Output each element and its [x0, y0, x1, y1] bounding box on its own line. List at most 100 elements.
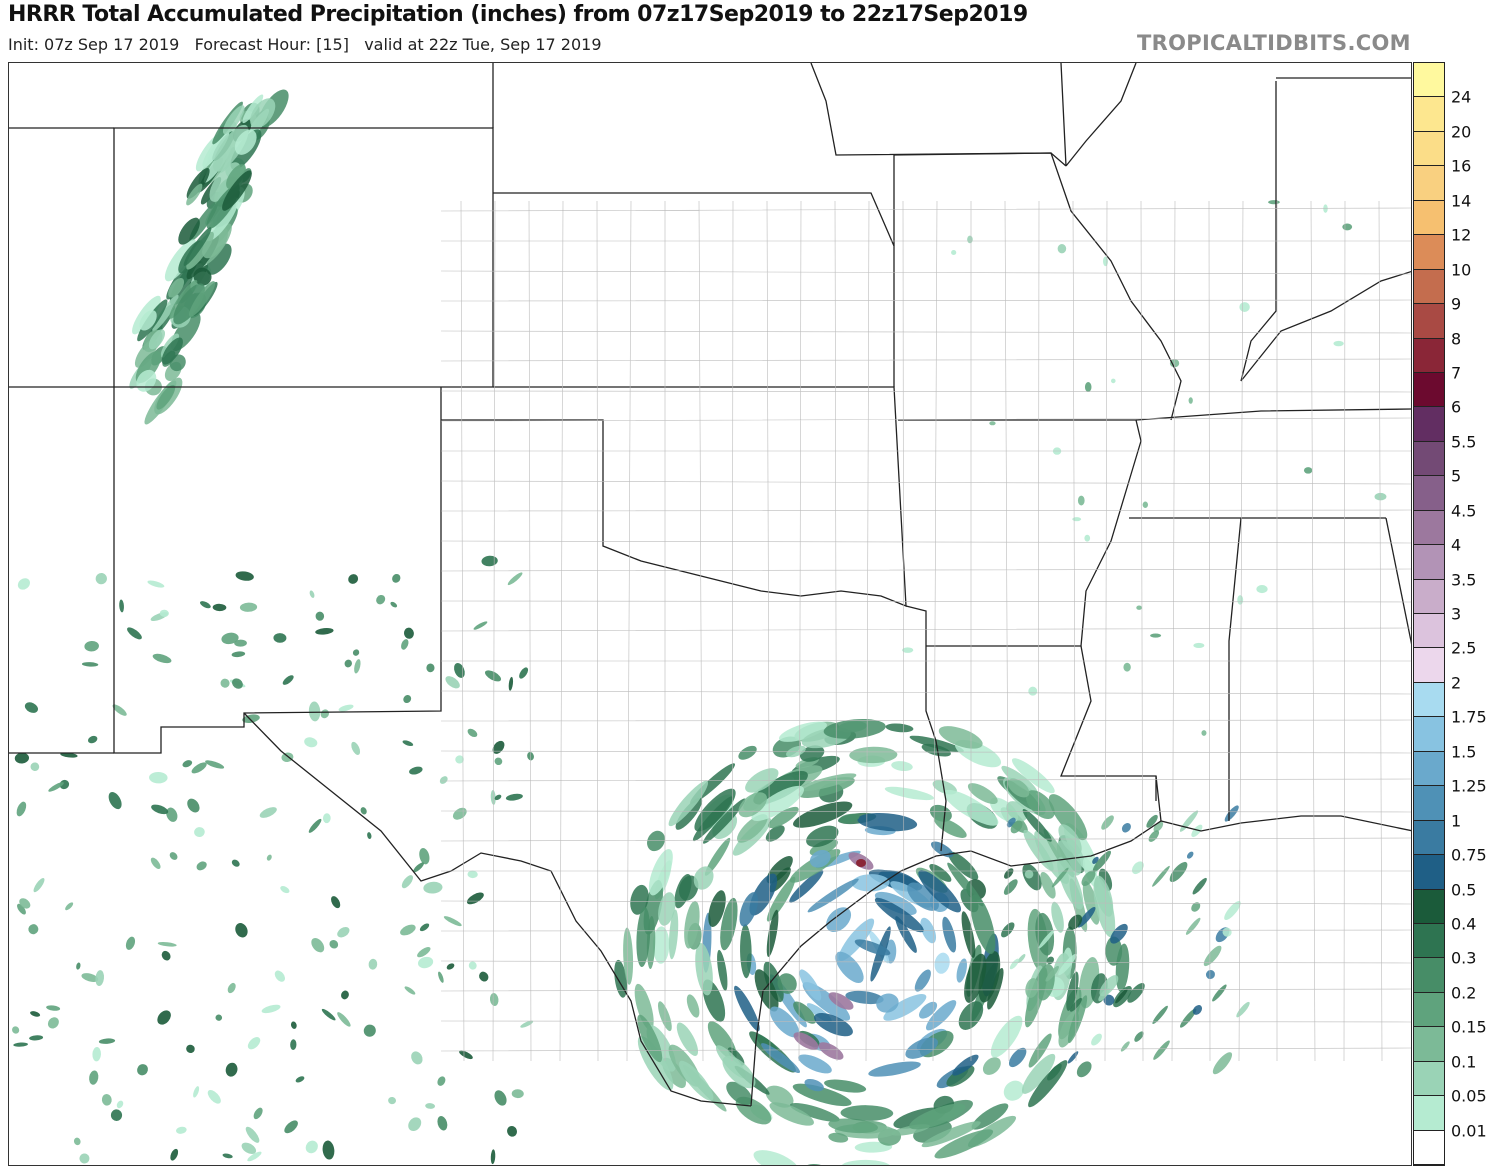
precip-cell: [828, 992, 854, 1010]
precipitation-map: [8, 62, 1412, 1166]
precip-cell: [519, 667, 529, 679]
precip-cell: [766, 876, 796, 922]
precip-cell: [376, 594, 386, 605]
precip-cell: [147, 580, 165, 588]
precip-cell: [125, 936, 136, 950]
precip-cell: [321, 1008, 336, 1021]
precip-cell: [675, 797, 703, 830]
precip-cell: [112, 704, 127, 716]
precip-cell: [403, 695, 412, 704]
precip-cell: [1076, 1061, 1092, 1078]
precip-cell: [89, 1070, 99, 1085]
precip-cell: [676, 1022, 699, 1056]
colorbar-label: 14: [1451, 191, 1472, 211]
map-title: HRRR Total Accumulated Precipitation (in…: [8, 2, 1028, 27]
precip-cell: [159, 609, 169, 617]
precip-cell: [891, 761, 913, 772]
precip-cell: [763, 961, 784, 1003]
precip-cell: [967, 783, 998, 805]
colorbar-swatch: [1414, 855, 1444, 890]
precip-cell: [1150, 633, 1162, 638]
precip-cell: [46, 1005, 61, 1011]
precip-cell: [1123, 662, 1131, 672]
precip-cell: [934, 817, 967, 838]
colorbar-label: 1: [1451, 811, 1462, 831]
precip-cell: [337, 1012, 351, 1027]
precip-cell: [921, 743, 951, 757]
colorbar: [1413, 62, 1445, 1166]
precip-cell: [1180, 1008, 1197, 1028]
precip-cell: [309, 590, 315, 598]
precip-cell: [409, 766, 423, 775]
precip-cell: [19, 898, 31, 909]
precip-cell: [1323, 204, 1328, 213]
precip-cell: [152, 294, 179, 332]
precip-cell: [835, 951, 864, 983]
precip-cell: [30, 1011, 41, 1017]
precip-cell: [1142, 501, 1149, 509]
precip-cell: [647, 830, 665, 852]
colorbar-label: 7: [1451, 363, 1462, 383]
precip-cell: [28, 924, 39, 935]
precip-cell: [507, 1125, 517, 1137]
precip-cell: [189, 281, 216, 317]
precip-cell: [1201, 730, 1207, 736]
precip-cell: [95, 970, 105, 987]
colorbar-label: 24: [1451, 87, 1472, 107]
precip-cell: [814, 1013, 853, 1037]
precip-cell: [508, 676, 514, 691]
colorbar-swatch: [1414, 648, 1444, 683]
precip-cell: [331, 896, 341, 909]
precip-cell: [484, 670, 502, 682]
precip-cell: [511, 1089, 524, 1099]
colorbar-label: 5: [1451, 466, 1462, 486]
nebraska-border: [492, 63, 1067, 167]
precip-cell: [33, 878, 45, 893]
precip-cell: [392, 573, 401, 583]
precip-cell: [930, 841, 954, 858]
precip-cell: [157, 1010, 171, 1025]
colorbar-swatch: [1414, 1061, 1444, 1097]
precip-cell: [1084, 382, 1092, 392]
precip-cell: [87, 735, 98, 744]
precip-cell: [231, 651, 246, 658]
precip-cell: [765, 1085, 794, 1108]
colorbar-label: 6: [1451, 397, 1462, 417]
precip-cell: [1268, 200, 1280, 205]
precip-cell: [806, 825, 839, 848]
precip-cell: [884, 786, 935, 801]
colorbar-label: 8: [1451, 329, 1462, 348]
precip-cell: [982, 1057, 1001, 1075]
precip-cell: [250, 98, 276, 129]
precip-cell: [623, 927, 634, 985]
precip-cell: [1094, 875, 1114, 917]
precip-cell: [187, 798, 200, 813]
precip-cell: [1045, 965, 1059, 982]
precip-cell: [703, 798, 746, 844]
precip-cell: [183, 227, 212, 267]
precip-cell: [247, 1151, 262, 1162]
precip-cell: [738, 792, 767, 818]
precip-cell: [98, 1038, 116, 1044]
colorbar-swatch: [1414, 1096, 1444, 1131]
precip-cell: [838, 918, 875, 961]
precip-cell: [247, 1037, 261, 1050]
precip-cell: [79, 1153, 90, 1164]
precip-cell: [320, 709, 330, 719]
precip-cell: [1186, 851, 1194, 859]
precip-cell: [971, 1103, 1009, 1130]
colorbar-swatch: [1414, 407, 1444, 442]
precip-cell: [152, 653, 172, 664]
precip-cell: [854, 1141, 893, 1153]
precip-cell: [166, 807, 178, 822]
louisiana-border: [1060, 645, 1162, 822]
precip-cell: [220, 678, 230, 688]
precip-cell: [668, 909, 679, 960]
precip-cell: [253, 1107, 263, 1120]
precip-cell: [205, 760, 225, 769]
precip-cell: [1058, 953, 1077, 976]
precip-cell: [1011, 758, 1055, 794]
precip-cell: [161, 337, 183, 365]
precip-cell: [168, 277, 185, 298]
precip-cell: [1127, 982, 1145, 1003]
